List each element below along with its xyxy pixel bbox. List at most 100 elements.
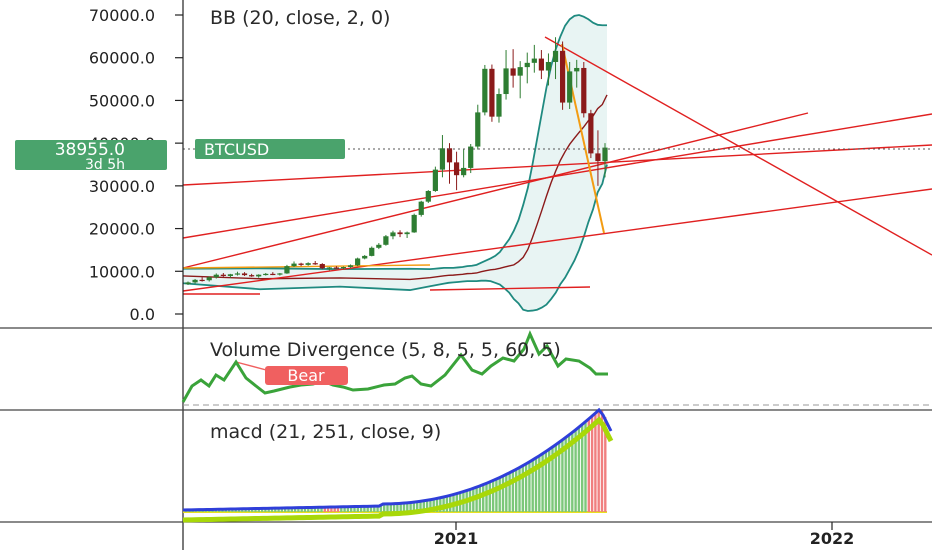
macd-histogram-bar xyxy=(425,500,429,512)
macd-histogram-bar xyxy=(330,507,333,512)
macd-histogram-bar xyxy=(574,430,577,512)
candle xyxy=(446,143,453,184)
macd-histogram-bar xyxy=(369,506,373,512)
macd-histogram-bar xyxy=(373,506,376,512)
trendline[interactable] xyxy=(429,286,591,291)
macd-histogram-bar xyxy=(264,508,267,512)
candle xyxy=(249,273,255,277)
macd-histogram-bar xyxy=(416,501,419,512)
macd-histogram-bar xyxy=(432,499,435,512)
trendline[interactable] xyxy=(182,113,932,239)
candle xyxy=(397,230,403,238)
trendlines xyxy=(182,36,932,295)
macd-histogram-bar xyxy=(340,506,343,512)
macd-histogram-bar xyxy=(297,507,300,512)
macd-histogram-bar xyxy=(577,428,581,512)
symbol-text: BTCUSD xyxy=(204,140,269,159)
candle xyxy=(581,61,587,118)
candle xyxy=(482,64,488,116)
macd-histogram-bar xyxy=(581,425,584,512)
macd-histogram-bar xyxy=(303,507,307,512)
candle xyxy=(461,149,467,178)
candle xyxy=(475,104,481,150)
macd-histogram-bar xyxy=(383,503,386,512)
macd-histogram-bar xyxy=(541,454,544,512)
macd-histogram-bar xyxy=(498,478,501,512)
x-axis: 2021 2022 xyxy=(434,522,854,548)
candle xyxy=(588,109,594,159)
candle xyxy=(567,61,573,109)
candle xyxy=(369,246,375,257)
candle xyxy=(213,273,219,279)
candle xyxy=(284,264,290,274)
candle xyxy=(468,143,474,174)
candle xyxy=(312,261,318,265)
bb-indicator-title[interactable]: BB (20, close, 2, 0) xyxy=(210,7,390,29)
macd-signal-line xyxy=(182,416,614,523)
candle xyxy=(277,272,283,276)
macd-histogram-bar xyxy=(604,417,607,512)
macd-histogram-bar xyxy=(293,507,297,512)
candle xyxy=(355,257,361,267)
macd-histogram-bar xyxy=(241,508,244,512)
candle xyxy=(340,266,347,270)
macd-histogram-bar xyxy=(326,507,330,512)
macd-histogram-bar xyxy=(270,508,274,512)
macd-histogram-bar xyxy=(386,503,389,512)
macd-histogram-bar xyxy=(307,507,310,512)
trendline[interactable] xyxy=(182,264,431,269)
candle xyxy=(432,166,438,192)
macd-histogram-bar xyxy=(429,499,432,512)
macd-histogram-bar xyxy=(594,414,597,512)
trendline[interactable] xyxy=(182,188,932,292)
bb-basis xyxy=(182,94,608,281)
macd-histogram-bar xyxy=(531,460,534,512)
candle xyxy=(185,281,191,285)
macd-histogram-bar xyxy=(300,507,303,512)
macd-histogram-bar xyxy=(363,506,366,512)
candle xyxy=(489,64,495,122)
macd-histogram-bar xyxy=(409,502,412,512)
bear-connector xyxy=(235,361,271,372)
y-tick-label: 10000.0 xyxy=(89,262,155,281)
macd-histogram-bar xyxy=(317,507,320,512)
macd-histogram-bar xyxy=(257,508,260,512)
candle xyxy=(425,190,431,203)
candle xyxy=(270,272,276,276)
macd-histogram-bar xyxy=(406,502,409,512)
trendline[interactable] xyxy=(182,144,932,186)
price-label: 38955.0 3d 5h xyxy=(15,140,167,173)
macd-indicator-title[interactable]: macd (21, 251, close, 9) xyxy=(210,421,441,443)
volume-divergence-line xyxy=(181,330,608,403)
macd-histogram-bar xyxy=(495,479,498,512)
macd-histogram-bar xyxy=(412,502,416,512)
macd-histogram-bar xyxy=(254,508,257,512)
vd-indicator-title[interactable]: Volume Divergence (5, 8, 5, 5, 60, 5) xyxy=(210,339,561,361)
macd-pane xyxy=(182,407,614,523)
bb-fill xyxy=(183,15,607,312)
macd-histogram-bar xyxy=(353,506,356,512)
volume-divergence-pane: Bear Volume Divergence (5, 8, 5, 5, 60, … xyxy=(181,330,932,406)
macd-histogram-bar xyxy=(323,507,326,512)
price-value: 38955.0 xyxy=(55,140,125,160)
candle xyxy=(227,273,234,278)
candle xyxy=(256,274,262,278)
macd-histogram-bar xyxy=(528,462,531,512)
candle xyxy=(439,135,446,178)
trendline[interactable] xyxy=(544,36,932,256)
candle xyxy=(559,41,566,110)
macd-histogram-bar xyxy=(515,469,518,512)
candle xyxy=(496,88,502,123)
bear-label-box xyxy=(265,366,348,385)
macd-histogram-bar xyxy=(392,503,396,512)
trendline[interactable] xyxy=(182,112,809,269)
macd-histogram-bar xyxy=(571,433,574,512)
macd-histogram-bar xyxy=(274,508,277,512)
macd-histogram-bar xyxy=(280,508,284,512)
macd-histogram-bar xyxy=(488,482,491,512)
candle xyxy=(192,278,198,284)
macd-histogram-bar xyxy=(359,506,363,512)
candle xyxy=(411,213,417,233)
macd-histogram-bar xyxy=(346,506,350,512)
